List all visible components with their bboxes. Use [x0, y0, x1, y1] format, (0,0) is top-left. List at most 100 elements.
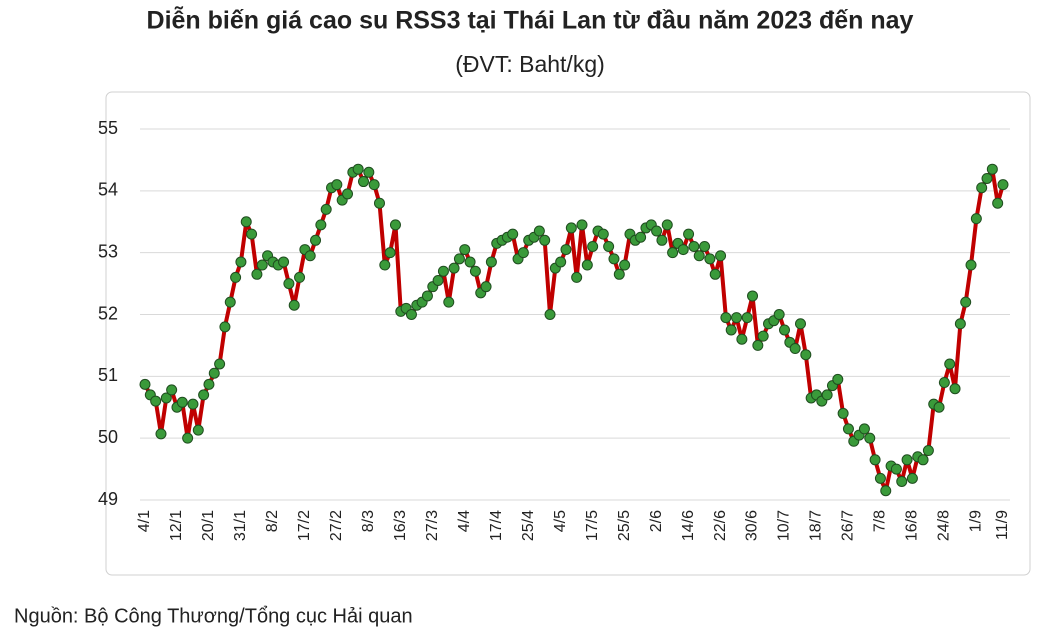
data-point: [235, 256, 247, 268]
data-point: [890, 463, 902, 475]
data-point: [485, 256, 497, 268]
plot-frame: [105, 91, 1031, 576]
y-tick-label: 52: [98, 303, 118, 323]
data-point: [874, 472, 886, 484]
data-point: [725, 324, 737, 336]
data-point: [565, 222, 577, 234]
data-point: [683, 228, 695, 240]
data-point: [954, 318, 966, 330]
data-point: [507, 228, 519, 240]
data-point: [747, 290, 759, 302]
data-point: [571, 271, 583, 283]
x-tick-label: 11/9: [994, 510, 1011, 540]
data-point: [160, 392, 172, 404]
data-point: [187, 398, 199, 410]
data-point: [981, 172, 993, 184]
data-point: [688, 240, 700, 252]
y-tick-label: 54: [98, 180, 118, 200]
x-tick-label: 10/7: [776, 510, 793, 541]
data-point: [720, 312, 732, 324]
x-tick-label: 17/4: [488, 510, 505, 541]
data-point: [864, 432, 876, 444]
data-point: [203, 378, 215, 390]
data-point: [224, 296, 236, 308]
data-point: [677, 244, 689, 256]
data-point: [693, 250, 705, 262]
data-point: [949, 383, 961, 395]
data-point: [214, 358, 226, 370]
data-point: [384, 247, 396, 259]
data-point: [938, 377, 950, 389]
data-point: [240, 216, 252, 228]
x-tick-label: 31/1: [232, 510, 249, 541]
data-point: [635, 231, 647, 243]
data-point: [182, 432, 194, 444]
x-tick-label: 27/3: [424, 510, 441, 541]
data-point: [587, 240, 599, 252]
x-tick-label: 14/6: [680, 510, 697, 541]
data-point: [656, 234, 668, 246]
y-tick-label: 50: [98, 427, 118, 447]
data-point: [331, 179, 343, 191]
data-point: [917, 454, 929, 466]
x-tick-label: 25/5: [616, 510, 633, 541]
data-point: [310, 234, 322, 246]
data-point: [901, 454, 913, 466]
data-point: [757, 330, 769, 342]
data-point: [869, 454, 881, 466]
data-point: [773, 309, 785, 320]
data-point: [965, 259, 977, 271]
data-point: [896, 475, 908, 487]
x-tick-label: 27/2: [328, 510, 345, 541]
data-point: [278, 256, 290, 268]
data-point: [539, 234, 551, 246]
data-point: [251, 268, 263, 280]
data-point: [800, 349, 812, 361]
data-point: [933, 401, 945, 413]
data-point: [555, 256, 567, 268]
data-point: [246, 228, 258, 240]
x-tick-label: 26/7: [840, 510, 857, 541]
data-point: [443, 296, 455, 308]
data-point: [661, 219, 673, 231]
data-point: [363, 166, 375, 178]
data-point: [198, 389, 210, 401]
data-point: [150, 395, 162, 407]
data-point: [389, 219, 401, 231]
x-tick-label: 18/7: [808, 510, 825, 541]
x-tick-label: 17/2: [296, 510, 313, 541]
data-point: [619, 259, 631, 271]
data-point: [517, 247, 529, 259]
x-tick-label: 8/2: [264, 510, 281, 532]
data-point: [906, 472, 918, 484]
x-tick-label: 1/9: [968, 510, 985, 532]
chart-subtitle: (ĐVT: Baht/kg): [455, 51, 605, 77]
data-point: [603, 240, 615, 252]
x-tick-label: 17/5: [584, 510, 601, 541]
data-point: [373, 197, 385, 209]
y-tick-label: 49: [98, 489, 118, 509]
x-tick-label: 22/6: [712, 510, 729, 541]
data-point: [155, 428, 167, 440]
data-point: [192, 424, 204, 436]
data-point: [166, 384, 178, 396]
data-point: [437, 265, 449, 277]
y-tick-label: 55: [98, 118, 118, 138]
x-tick-label: 8/3: [360, 510, 377, 532]
data-point: [597, 228, 609, 240]
price-line: [143, 167, 1005, 493]
data-point: [741, 312, 753, 324]
data-point: [576, 219, 588, 231]
data-point: [304, 250, 316, 262]
data-point: [379, 259, 391, 271]
x-tick-label: 4/5: [552, 510, 569, 532]
data-point: [736, 333, 748, 345]
data-point: [970, 213, 982, 225]
data-point: [405, 309, 417, 320]
data-point: [469, 265, 481, 277]
data-point: [448, 262, 460, 274]
data-point: [709, 268, 721, 280]
data-point: [880, 485, 892, 497]
data-point: [794, 318, 806, 330]
data-point: [544, 309, 556, 320]
